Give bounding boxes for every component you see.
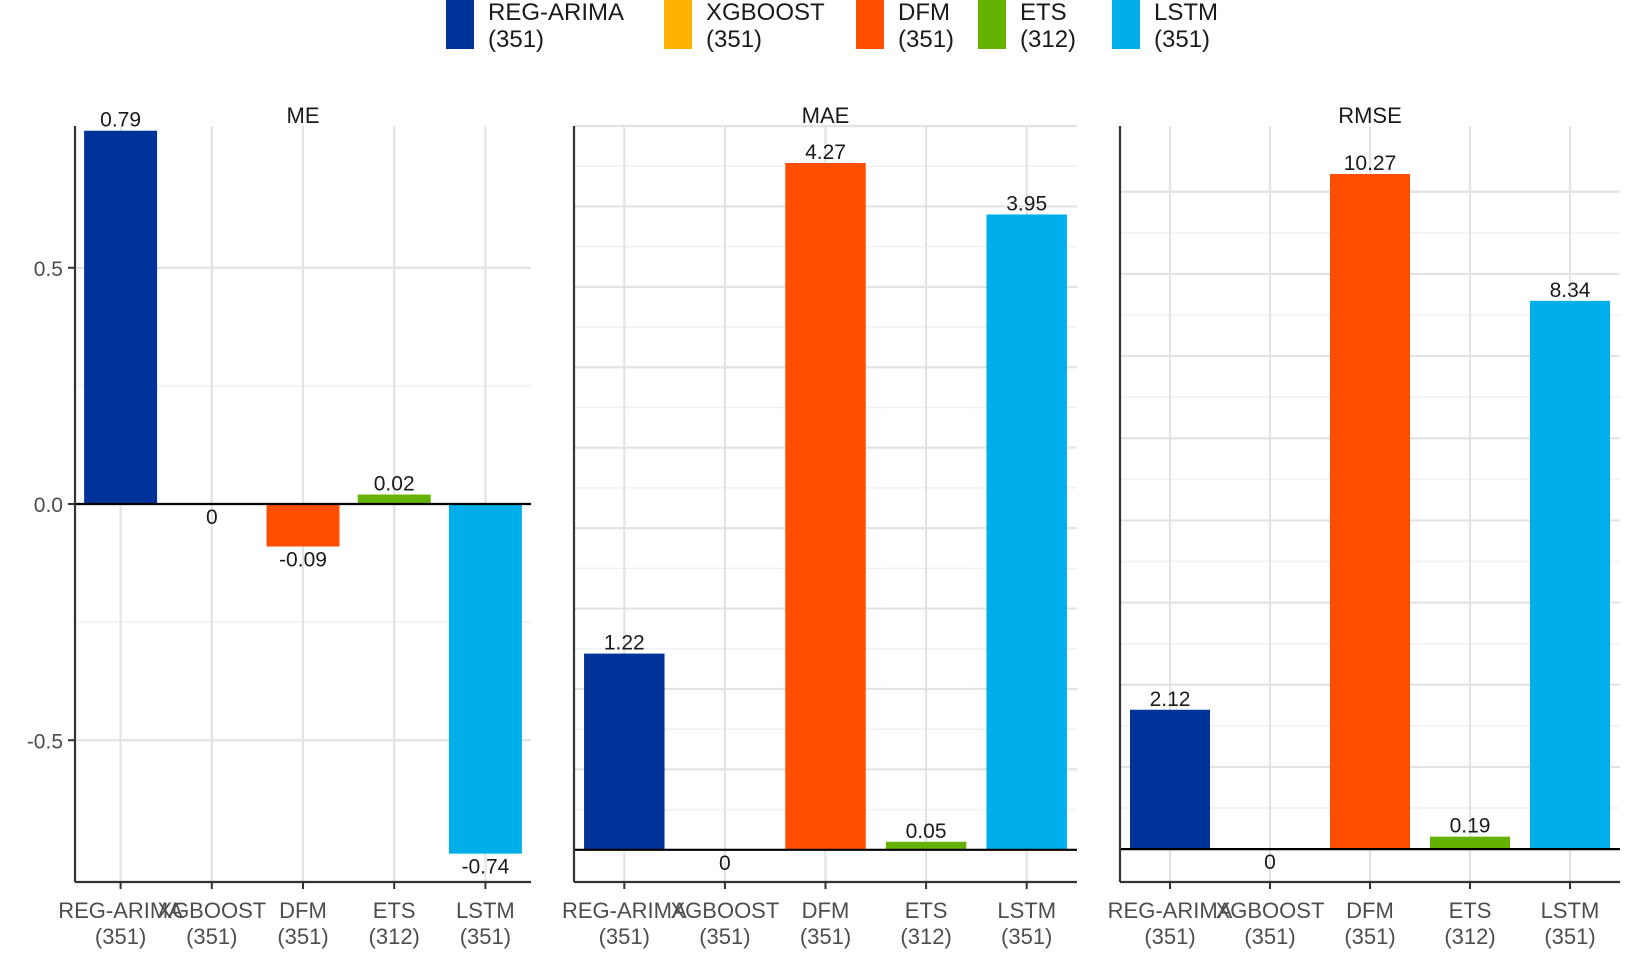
x-tick-label: LSTM	[1541, 898, 1600, 923]
legend-item-dfm: DFM(351)	[856, 0, 954, 53]
x-tick-count: (351)	[1344, 924, 1395, 949]
x-tick-count: (351)	[1244, 924, 1295, 949]
data-label: 10.27	[1344, 152, 1397, 175]
data-label: 4.27	[805, 141, 846, 164]
panel-title: MAE	[802, 103, 850, 128]
data-label: 0	[1264, 851, 1276, 874]
x-tick-count: (312)	[1444, 924, 1495, 949]
x-tick-label: XGBOOST	[1216, 898, 1325, 923]
bar-dfm	[266, 504, 340, 547]
data-label: 2.12	[1150, 688, 1191, 711]
x-tick-count: (351)	[1544, 924, 1595, 949]
legend-item-lstm: LSTM(351)	[1112, 0, 1218, 53]
x-tick-count: (312)	[900, 924, 951, 949]
legend-count: (351)	[1154, 26, 1210, 53]
x-tick-count: (351)	[186, 924, 237, 949]
panel-me: ME 0.79 0 -0.09 0.02 -0.74 -0.5 0.0 0.5 REG-ARIMA…	[27, 103, 531, 949]
legend-count: (351)	[706, 26, 762, 53]
bar-dfm	[785, 162, 866, 850]
panel-mae: MAE1.2204.270.053.95REG-ARIMA(351)XGBOOS…	[562, 103, 1077, 949]
x-tick-count: (351)	[460, 924, 511, 949]
legend-item-ets: ETS(312)	[978, 0, 1076, 53]
panel-rmse: RMSE2.12010.270.198.34REG-ARIMA(351)XGBO…	[1108, 103, 1620, 949]
x-tick-label: DFM	[802, 898, 850, 923]
bar-ets	[1430, 836, 1510, 850]
x-tick-count: (351)	[277, 924, 328, 949]
legend-count: (312)	[1020, 26, 1076, 53]
x-tick-label: REG-ARIMA	[562, 898, 687, 923]
bar-dfm	[1330, 173, 1410, 850]
x-tick-count: (351)	[95, 924, 146, 949]
y-tick-label: -0.5	[27, 730, 63, 753]
legend-label: LSTM	[1154, 0, 1218, 26]
x-tick-count: (312)	[369, 924, 420, 949]
x-tick-label: DFM	[279, 898, 327, 923]
legend-label: DFM	[898, 0, 950, 26]
legend-item-reg-arima: REG-ARIMA(351)	[446, 0, 624, 53]
x-tick-count: (351)	[699, 924, 750, 949]
legend-item-xgboost: XGBOOST(351)	[664, 0, 825, 53]
data-label: 0	[206, 506, 218, 529]
legend-swatch	[446, 0, 474, 49]
y-tick-label: 0.5	[34, 258, 63, 281]
bar-lstm	[986, 214, 1067, 850]
x-tick-label: LSTM	[997, 898, 1056, 923]
x-tick-label: REG-ARIMA	[58, 898, 183, 923]
x-tick-label: DFM	[1346, 898, 1394, 923]
data-label: 0.02	[374, 473, 415, 496]
legend-swatch	[978, 0, 1006, 49]
legend-swatch	[856, 0, 884, 49]
legend: REG-ARIMA(351)XGBOOST(351)DFM(351)ETS(31…	[446, 0, 1218, 53]
x-tick-count: (351)	[1001, 924, 1052, 949]
legend-label: XGBOOST	[706, 0, 825, 26]
x-tick-label: LSTM	[456, 898, 515, 923]
data-label: 0	[719, 852, 731, 875]
bar-reg-arima	[584, 653, 665, 850]
bar-lstm	[1530, 300, 1610, 850]
x-tick-label: ETS	[1449, 898, 1492, 923]
data-label: 0.79	[100, 109, 141, 132]
data-label: 8.34	[1550, 279, 1591, 302]
legend-swatch	[1112, 0, 1140, 49]
x-tick-label: XGBOOST	[157, 898, 266, 923]
data-label: 0.05	[906, 820, 947, 843]
y-tick-label: 0.0	[34, 494, 63, 517]
legend-count: (351)	[898, 26, 954, 53]
legend-count: (351)	[488, 26, 544, 53]
data-label: 1.22	[604, 632, 645, 655]
x-tick-label: ETS	[905, 898, 948, 923]
data-label: 0.19	[1450, 815, 1491, 838]
data-label: -0.09	[279, 549, 327, 572]
legend-label: ETS	[1020, 0, 1067, 26]
bar-reg-arima	[84, 130, 158, 504]
x-tick-count: (351)	[800, 924, 851, 949]
x-tick-count: (351)	[1144, 924, 1195, 949]
bar-lstm	[448, 504, 522, 854]
bar-ets	[885, 841, 967, 850]
panel-title: ME	[287, 103, 320, 128]
x-tick-label: REG-ARIMA	[1108, 898, 1233, 923]
data-label: 3.95	[1006, 192, 1047, 215]
x-tick-label: XGBOOST	[671, 898, 780, 923]
data-label: -0.74	[461, 856, 509, 879]
x-tick-label: ETS	[373, 898, 416, 923]
panel-title: RMSE	[1338, 103, 1402, 128]
legend-label: REG-ARIMA	[488, 0, 624, 26]
bar-reg-arima	[1130, 709, 1210, 850]
bar-ets	[357, 494, 431, 504]
x-tick-count: (351)	[599, 924, 650, 949]
legend-swatch	[664, 0, 692, 49]
